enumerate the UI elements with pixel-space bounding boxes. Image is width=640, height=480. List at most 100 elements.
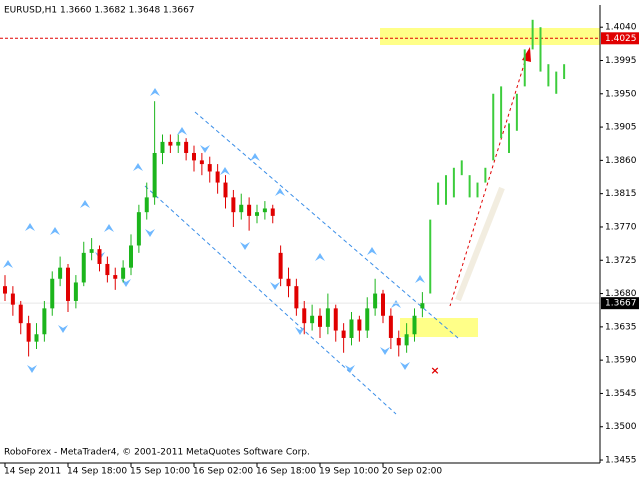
fractal-up [133,163,143,171]
x-tick-label: 16 Sep 02:00 [193,467,253,477]
candle-body [129,245,133,268]
candle-body [73,282,78,301]
fractal-up [3,260,13,268]
candle-body [113,275,118,279]
y-tick-label: 1.3635 [605,322,637,332]
level-label-box [601,32,639,45]
candle-body [349,319,354,338]
y-tick-label: 1.3995 [605,56,637,66]
fractal-down [345,365,355,373]
candle-body [247,204,252,216]
fractal-up [104,224,114,232]
x-tick-label: 20 Sep 02:00 [382,467,442,477]
fractal-up [150,88,160,96]
candle-body [239,204,244,213]
candle-body [160,141,165,153]
fractal-up [25,223,35,231]
candle-body [105,263,110,276]
candle-body [333,308,338,331]
candle-body [81,252,86,283]
fractal-down [27,365,37,373]
candle-body [121,267,126,279]
forecast-band [455,186,505,302]
last-price-label: 1.3667 [605,299,637,309]
last-price-box [601,297,639,310]
fractal-up [315,253,325,261]
fractal-down [380,347,390,355]
candle-body [365,308,370,331]
candle-body [373,293,378,309]
candle-body [3,286,7,294]
y-tick-label: 1.3905 [605,123,637,133]
candle-body [199,160,204,165]
candle-body [18,304,23,324]
y-tick-label: 1.3770 [605,222,637,232]
candle-body [381,293,385,316]
fractal-up [415,275,425,283]
candle-body [412,315,417,335]
fractal-up [275,188,285,196]
candle-body [168,141,173,146]
fractal-up [250,153,260,161]
level-label: 1.4025 [605,34,637,44]
fractal-up [50,227,60,235]
footer: RoboForex - MetaTrader4, © 2001-2011 Met… [4,448,310,458]
x-tick-label: 14 Sep 2011 [4,467,61,477]
fractal-up [367,247,377,255]
candle-body [231,197,236,213]
y-tick-label: 1.3860 [605,156,637,166]
fractal-down [200,145,210,153]
channel-lower [144,185,397,415]
y-tick-label: 1.3545 [605,389,637,399]
candle-body [97,249,102,264]
fractal-down [400,362,410,370]
candle-body [89,249,94,253]
candle-body [10,293,15,305]
candle-body [215,171,220,183]
candle-body [26,323,31,342]
y-tick-label: 1.3725 [605,256,637,266]
candle-body [357,319,362,331]
candle-body [294,286,299,309]
y-tick-label: 1.3455 [605,456,637,466]
channel-upper [194,111,459,339]
resistance-zone [380,28,600,45]
candle-body [310,315,315,324]
candle-body [136,212,141,246]
candle-body [262,208,267,213]
y-tick-label: 1.4040 [605,23,637,33]
y-tick-label: 1.3950 [605,89,637,99]
candle-body [341,330,346,338]
fractal-up [80,200,90,208]
candle-body [42,308,47,335]
candle-body [50,278,55,309]
x-tick-label: 16 Sep 18:00 [256,467,316,477]
y-tick-label: 1.3500 [605,422,637,432]
candle-body [192,152,196,161]
candle-body [58,267,63,279]
candle-body [207,164,212,172]
candle-body [255,212,259,216]
candle-body [270,208,275,216]
fractal-up [391,300,401,308]
candle-body [278,252,283,279]
fractal-down [295,327,305,335]
y-tick-label: 1.3815 [605,189,637,199]
fractal-down [270,282,280,290]
x-tick-label: 14 Sep 18:00 [67,467,127,477]
fractal-down [240,242,250,250]
y-tick-label: 1.3590 [605,356,637,366]
fractal-up [177,127,187,135]
candle-body [176,141,181,146]
fractal-down [145,229,155,237]
x-tick-label: 19 Sep 10:00 [319,467,379,477]
candle-body [34,334,39,342]
candle-body [404,334,409,346]
candle-body [325,308,330,327]
candle-body [396,337,401,346]
candle-body [318,315,322,327]
candle-body [223,182,228,198]
forecast-arrow [449,57,527,307]
support-zone [400,318,478,337]
candle-body [144,197,149,213]
